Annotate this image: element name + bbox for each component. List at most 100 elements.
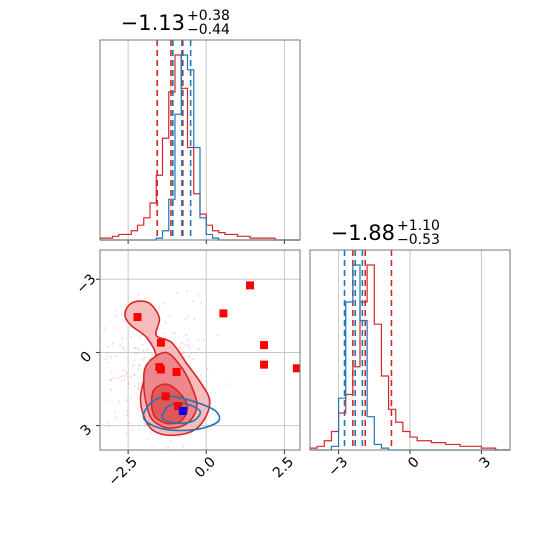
joint-sample-red-112 [150, 356, 152, 359]
joint-y-tick-label-2: −3 [74, 271, 100, 297]
joint-sample-red-158 [187, 344, 190, 346]
joint-red-marker-3 [156, 338, 165, 347]
joint-sample-red-39 [129, 397, 132, 400]
joint-sample-red-207 [182, 445, 185, 448]
joint-sample-red-97 [150, 353, 153, 356]
joint-x-tick-label-2: 2.5 [270, 454, 297, 481]
joint-sample-red-173 [129, 335, 132, 338]
joint-sample-red-157 [170, 439, 172, 442]
joint-sample-red-169 [123, 349, 126, 352]
joint-sample-red-184 [133, 359, 136, 362]
joint-sample-red-142 [176, 291, 178, 294]
joint-sample-red-195 [122, 320, 125, 323]
joint-sample-red-22 [206, 368, 209, 371]
joint-sample-red-23 [186, 338, 189, 341]
hist1-series-0-step [99, 54, 300, 241]
joint-sample-red-197 [132, 364, 135, 367]
joint-red-marker-8 [260, 360, 269, 369]
joint-sample-red-55 [121, 379, 123, 382]
joint-red-marker-2 [219, 309, 228, 318]
joint-sample-red-16 [114, 416, 117, 419]
joint-sample-red-162 [137, 386, 140, 389]
joint-sample-red-46 [96, 433, 98, 435]
joint-sample-red-10 [122, 369, 125, 371]
hist2-frame [309, 249, 511, 451]
joint-sample-red-87 [133, 352, 136, 355]
histogram-param-2-panel: −1.88 +1.10−0.53 −3 0 3 [309, 218, 511, 480]
joint-sample-red-21 [193, 317, 196, 320]
joint-sample-red-151 [142, 350, 145, 353]
joint-sample-red-155 [190, 352, 192, 355]
hist2-x-tick-label-2: 3 [477, 454, 495, 472]
joint-sample-red-51 [137, 383, 140, 385]
joint-sample-red-73 [172, 332, 175, 335]
joint-sample-red-113 [106, 361, 109, 364]
joint-sample-red-33 [115, 309, 118, 312]
hist2-x-tick-label-1: 0 [405, 454, 423, 472]
joint-sample-red-114 [119, 344, 121, 347]
joint-sample-red-209 [106, 421, 109, 423]
joint-sample-red-198 [128, 382, 131, 385]
joint-sample-red-65 [200, 374, 203, 377]
joint-sample-red-9 [200, 301, 203, 304]
joint-sample-red-81 [182, 352, 184, 355]
joint-sample-red-143 [135, 393, 137, 396]
joint-sample-red-126 [82, 411, 84, 413]
joint-sample-red-159 [126, 409, 129, 412]
hist2-title-minus: −0.53 [397, 232, 440, 248]
joint-y-tick-label-1: 0 [78, 349, 96, 367]
joint-sample-red-135 [120, 375, 122, 378]
joint-sample-red-178 [138, 348, 140, 351]
joint-sample-red-71 [187, 314, 190, 317]
joint-sample-red-145 [118, 400, 120, 403]
joint-sample-red-28 [141, 420, 144, 423]
joint-sample-red-175 [113, 327, 116, 329]
hist1-title-plus: +0.38 [187, 8, 230, 24]
joint-sample-red-41 [115, 315, 118, 318]
hist2-x-tick-label-0: −3 [325, 454, 351, 480]
joint-sample-red-0 [129, 376, 132, 379]
joint-sample-red-14 [76, 350, 78, 352]
joint-sample-red-165 [103, 327, 106, 330]
joint-sample-red-35 [140, 334, 143, 337]
joint-sample-red-82 [197, 338, 200, 341]
joint-sample-red-174 [184, 317, 187, 320]
hist2-title-median: −1.88 [331, 221, 395, 245]
joint-sample-red-70 [106, 354, 109, 357]
joint-sample-red-61 [188, 355, 191, 358]
joint-sample-red-93 [180, 342, 183, 344]
joint-sample-red-57 [146, 437, 149, 440]
joint-sample-red-132 [141, 358, 144, 361]
hist1-frame [99, 39, 301, 241]
joint-sample-red-147 [134, 404, 137, 407]
joint-frame [99, 249, 301, 451]
joint-sample-red-216 [172, 469, 174, 471]
joint-sample-red-163 [185, 334, 188, 337]
joint-scatter-panel: −2.5 0.0 2.5 3 0 −3 [74, 249, 301, 489]
joint-sample-red-212 [216, 334, 219, 337]
hist1-series-1-step [100, 54, 300, 241]
joint-sample-red-69 [192, 358, 195, 360]
joint-red-marker-1 [246, 281, 254, 290]
joint-sample-red-45 [126, 376, 129, 378]
joint-sample-red-149 [125, 414, 128, 417]
joint-sample-red-74 [121, 337, 124, 340]
joint-sample-red-95 [144, 423, 147, 426]
joint-sample-red-58 [126, 399, 128, 401]
joint-sample-red-78 [122, 375, 125, 377]
joint-sample-red-124 [194, 351, 197, 354]
joint-sample-red-102 [197, 293, 200, 296]
joint-red-marker-0 [133, 313, 142, 322]
joint-sample-red-31 [162, 302, 165, 305]
joint-sample-red-34 [144, 356, 146, 359]
joint-sample-red-189 [203, 339, 206, 342]
joint-sample-red-50 [128, 422, 131, 424]
joint-red-marker-7 [172, 367, 181, 376]
joint-blue-contour-inner [161, 402, 202, 425]
joint-sample-red-166 [125, 373, 128, 376]
joint-sample-red-49 [122, 347, 124, 350]
joint-sample-red-141 [153, 454, 155, 456]
joint-sample-red-192 [104, 358, 107, 361]
joint-sample-red-167 [135, 352, 138, 355]
